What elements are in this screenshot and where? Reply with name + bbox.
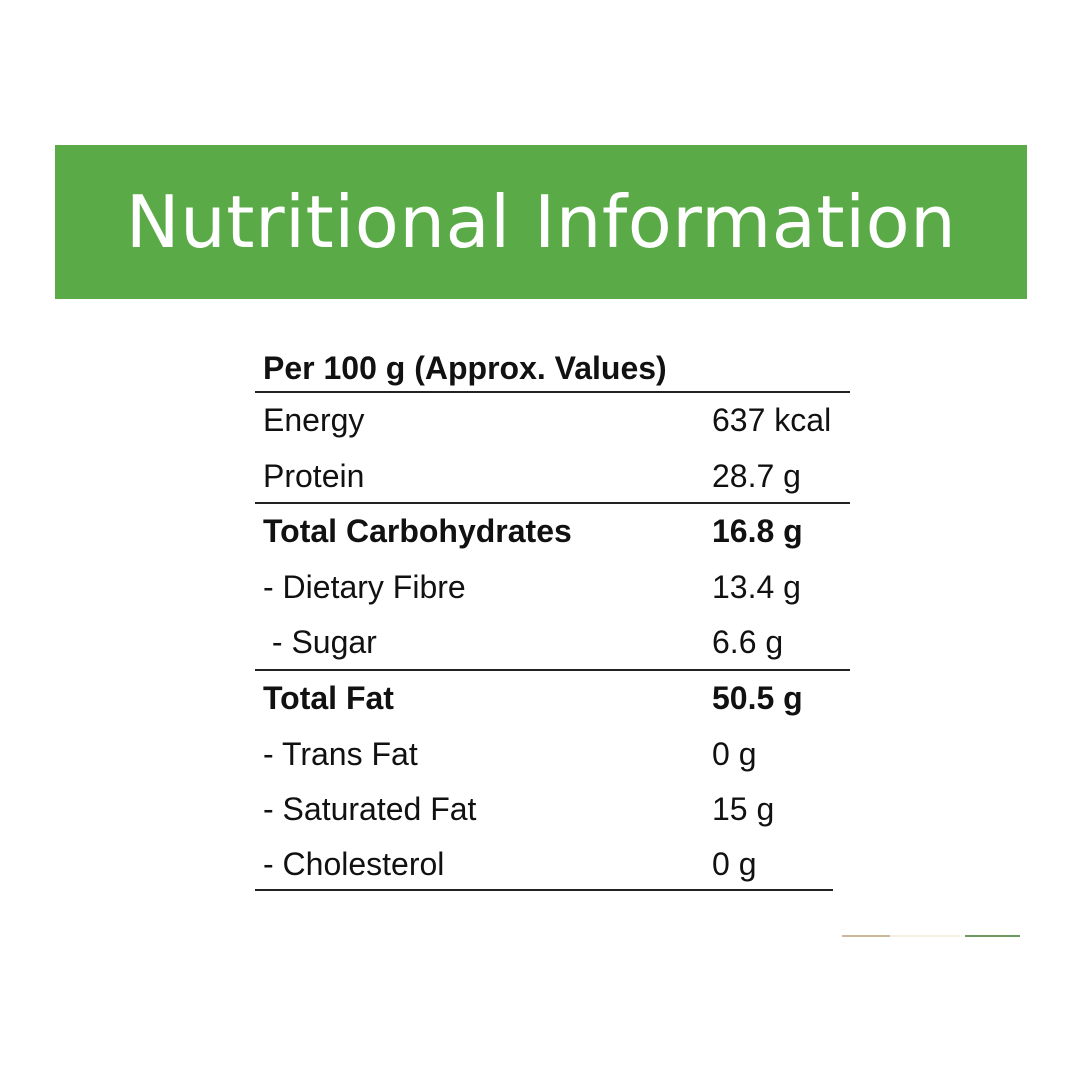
nutrient-value: 0 g [712, 846, 757, 882]
table-row: - Sugar 6.6 g [263, 622, 863, 662]
nutrient-label: Total Carbohydrates [263, 513, 572, 549]
table-row: Total Carbohydrates 16.8 g [263, 511, 863, 551]
nutrient-label: - Dietary Fibre [263, 569, 466, 605]
divider [255, 889, 833, 891]
nutrient-value: 50.5 g [712, 680, 803, 716]
nutrient-value: 16.8 g [712, 513, 803, 549]
nutrient-label: Protein [263, 458, 365, 494]
nutrient-value: 6.6 g [712, 624, 784, 660]
table-row: - Cholesterol 0 g [263, 844, 863, 884]
divider [255, 502, 850, 504]
table-row: Protein 28.7 g [263, 456, 863, 496]
decorative-line [890, 935, 960, 937]
nutrient-label: - Cholesterol [263, 846, 445, 882]
nutrient-label: Total Fat [263, 680, 394, 716]
table-row: - Dietary Fibre 13.4 g [263, 567, 863, 607]
nutrient-label: - Saturated Fat [263, 791, 477, 827]
title-banner: Nutritional Information [55, 145, 1027, 299]
nutrient-label: - Trans Fat [263, 736, 418, 772]
table-row: Total Fat 50.5 g [263, 678, 863, 718]
divider [255, 669, 850, 671]
divider [255, 391, 850, 393]
decorative-line [965, 935, 1020, 937]
table-header: Per 100 g (Approx. Values) [263, 348, 863, 388]
table-header-label: Per 100 g (Approx. Values) [263, 350, 667, 386]
nutrient-value: 28.7 g [712, 458, 801, 494]
nutrient-value: 0 g [712, 736, 757, 772]
nutrient-value: 637 kcal [712, 402, 832, 438]
decorative-line [842, 935, 890, 937]
nutrient-label: Energy [263, 402, 365, 438]
page-title: Nutritional Information [125, 180, 957, 264]
nutrient-value: 15 g [712, 791, 775, 827]
nutrient-label: - Sugar [263, 624, 377, 660]
table-row: - Saturated Fat 15 g [263, 789, 863, 829]
nutrient-value: 13.4 g [712, 569, 801, 605]
table-row: Energy 637 kcal [263, 400, 863, 440]
table-row: - Trans Fat 0 g [263, 734, 863, 774]
